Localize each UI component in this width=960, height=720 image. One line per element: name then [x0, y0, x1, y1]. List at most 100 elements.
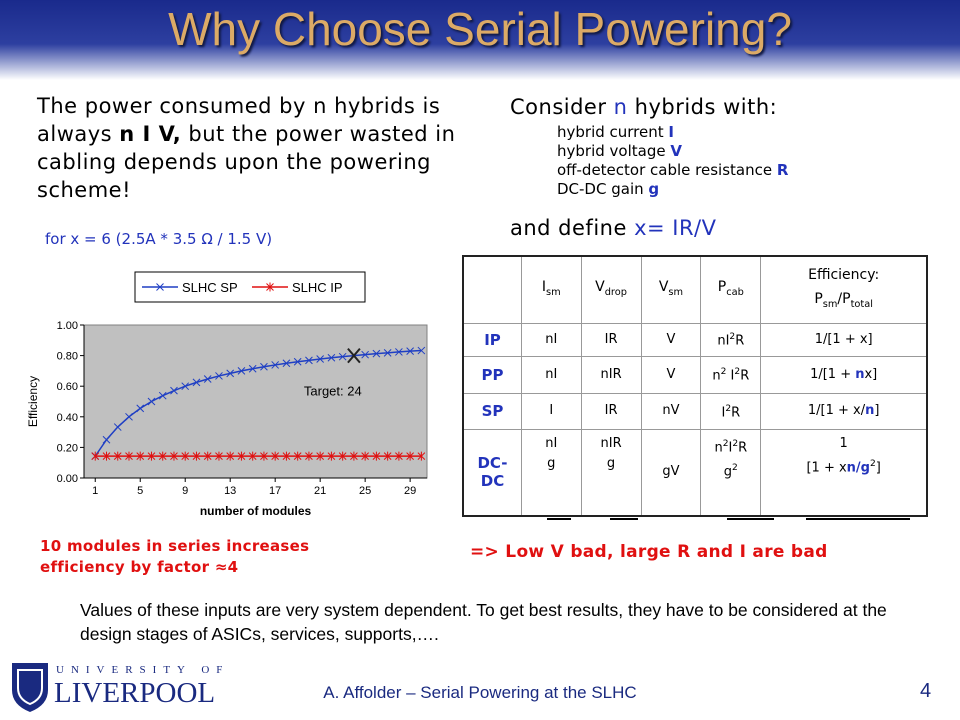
marker-stroke — [181, 382, 190, 391]
cell-line: V — [642, 330, 701, 350]
label-line: PP — [481, 365, 504, 384]
marker — [102, 435, 111, 444]
item: off-detector cable resistance R — [557, 161, 788, 180]
marker-stroke — [383, 348, 392, 357]
cell-line: Vsm — [642, 275, 701, 305]
label-line: SP — [481, 402, 504, 420]
sub: sm — [546, 286, 561, 298]
cell: nI2R — [700, 322, 762, 357]
cell-line: n2 I2R — [701, 362, 760, 386]
cell: gV — [640, 428, 702, 517]
y-axis-label: Efficiency — [26, 376, 40, 427]
text: 1/[1 + x] — [814, 331, 873, 347]
cell: 1 [1 + xn/g2] — [760, 428, 928, 517]
marker-stroke — [125, 412, 133, 421]
legend-label: SLHC SP — [182, 280, 238, 295]
marker — [395, 451, 403, 461]
sub: sm — [668, 286, 684, 298]
text: nIR — [600, 366, 622, 382]
marker — [147, 451, 156, 461]
cell: nI — [521, 322, 582, 357]
text: nI — [717, 333, 730, 349]
table: Ism Vdrop Vsm Pcab Efficiency: Psm/Ptotal IP nI… — [462, 255, 928, 517]
marker — [125, 451, 133, 461]
bottom-text: Values of these inputs are very system d… — [80, 600, 887, 644]
header-cell: Vdrop — [580, 255, 642, 324]
example: for x = 6 (2.5A * 3.5 Ω / 1.5 V) — [45, 230, 273, 248]
text: n — [714, 439, 723, 455]
marker — [102, 451, 111, 461]
text: V — [595, 278, 605, 295]
cell-line: nI — [522, 434, 581, 454]
marker — [395, 348, 403, 356]
marker-stroke — [293, 357, 302, 366]
marker — [226, 369, 235, 378]
y-tick-label: 0.00 — [57, 473, 78, 485]
emphasis: R — [776, 161, 789, 179]
marker — [293, 451, 302, 461]
header-cell: Ism — [521, 255, 582, 324]
text: and define — [510, 216, 635, 240]
marker — [192, 451, 201, 461]
cell: 1/[1 + nx] — [760, 355, 928, 394]
cell-line: IR — [582, 330, 641, 350]
marker — [361, 451, 370, 461]
right-note: => Low V bad, large R and I are bad — [470, 542, 828, 562]
marker — [181, 451, 190, 461]
marker — [203, 451, 212, 461]
marker-stroke — [237, 367, 246, 375]
sup: 2 — [725, 403, 732, 414]
cell-line: [1 + xn/g2] — [761, 454, 926, 478]
emphasis: n/g — [846, 459, 870, 475]
marker — [282, 359, 291, 368]
text: 1 — [839, 435, 848, 451]
sup: 2 — [732, 438, 739, 449]
marker — [181, 382, 190, 391]
sub: cab — [726, 286, 744, 298]
emphasis: n — [865, 403, 875, 418]
emphasis: n — [613, 95, 628, 119]
marker — [226, 451, 235, 461]
cell: n2I2R g2 — [700, 428, 762, 517]
marker-stroke — [226, 369, 235, 378]
text: nIR — [600, 435, 622, 451]
marker — [260, 451, 268, 461]
marker — [282, 451, 291, 461]
marker-stroke — [361, 350, 370, 359]
corner — [462, 255, 523, 324]
cell-line: 1 — [761, 434, 926, 454]
sup: 2 — [729, 332, 736, 343]
header-cell: Efficiency: Psm/Ptotal — [760, 255, 928, 324]
text: P — [717, 278, 727, 295]
marker-stroke — [102, 435, 111, 444]
cell-line: Efficiency: — [761, 263, 926, 287]
marker — [158, 451, 167, 461]
marker — [271, 361, 280, 369]
marker — [293, 357, 302, 366]
label-line: DC — [480, 472, 505, 491]
cell: IR — [580, 392, 642, 430]
text: hybrid current — [557, 123, 669, 141]
marker — [147, 397, 156, 406]
marker — [136, 451, 145, 461]
cell-line: g2 — [701, 458, 760, 482]
marker-stroke — [136, 404, 145, 413]
marker-stroke — [417, 346, 426, 355]
marker — [406, 451, 414, 461]
marker-stroke — [248, 364, 257, 373]
text: 1/[1 + — [810, 366, 856, 382]
marker-stroke — [406, 347, 414, 356]
marker-stroke — [113, 423, 122, 431]
marker — [215, 372, 223, 380]
y-tick-label: 0.60 — [57, 381, 78, 393]
target-marker — [347, 347, 361, 364]
marker-stroke — [203, 375, 212, 383]
text: gV — [662, 464, 680, 480]
marker-stroke — [282, 359, 291, 368]
cell-line: Psm/Ptotal — [761, 287, 926, 317]
row-label: PP — [462, 355, 523, 394]
marker — [237, 367, 246, 375]
marker — [417, 346, 426, 355]
text: but the power wasted in cabling depends … — [37, 122, 456, 202]
text: I — [541, 278, 547, 295]
